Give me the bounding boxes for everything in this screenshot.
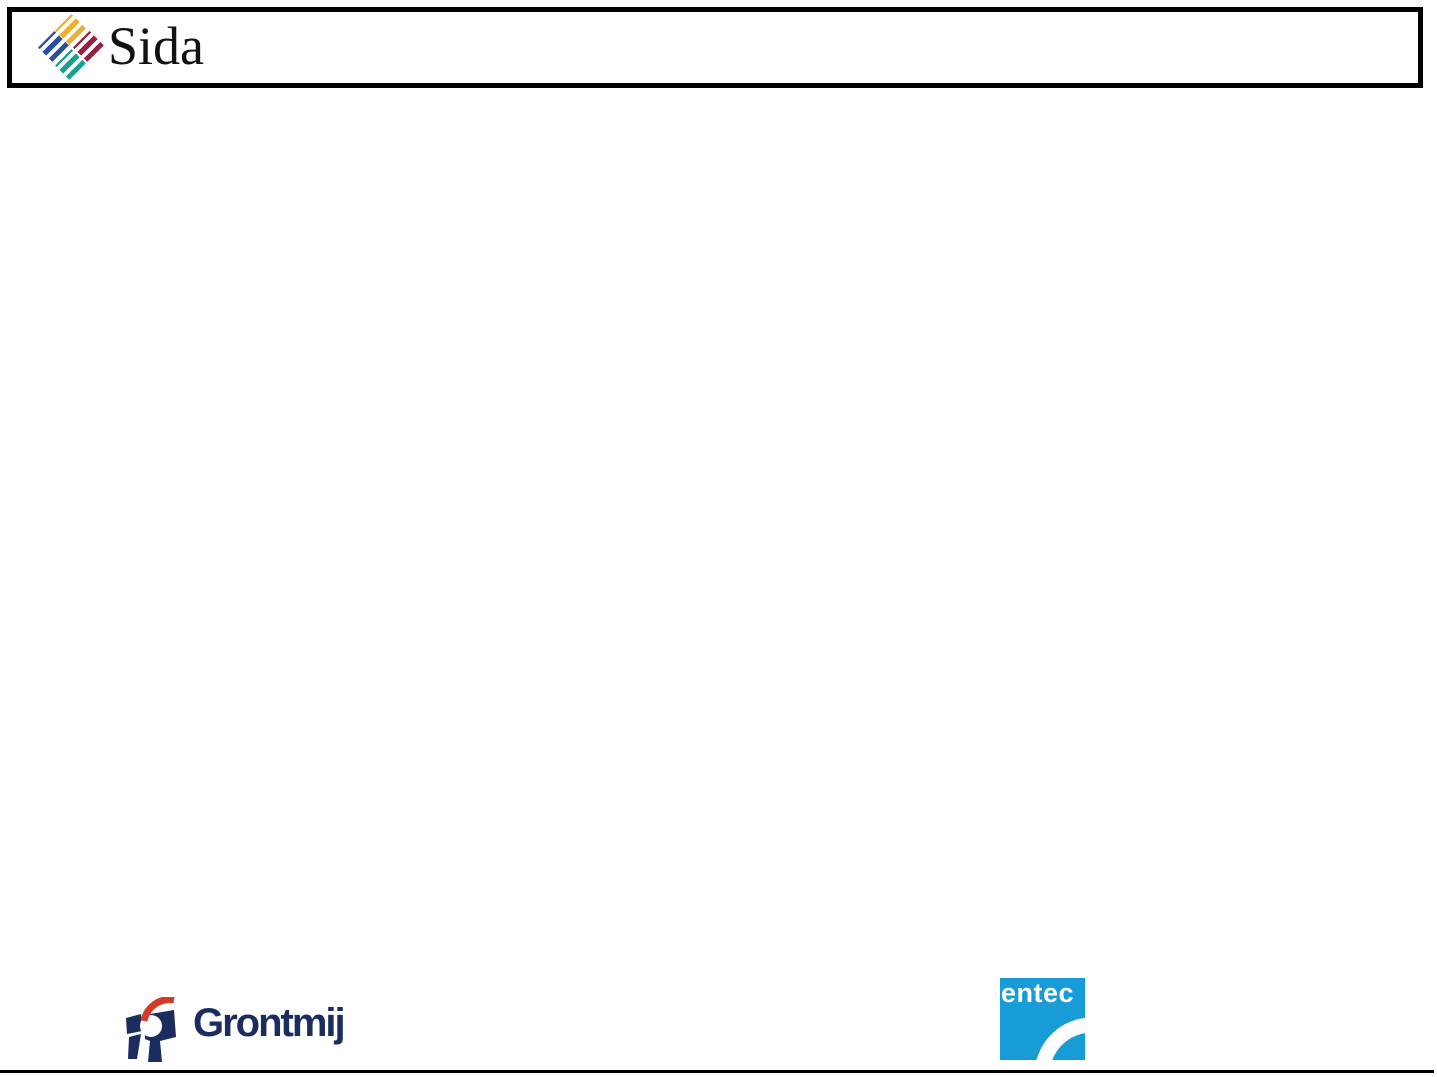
sida-diamond-icon	[38, 14, 106, 82]
entec-arc-icon	[1036, 1017, 1085, 1060]
grontmij-logo: Grontmij	[124, 997, 346, 1065]
header-border-box: Sida	[7, 7, 1423, 88]
grontmij-wordmark: Grontmij	[193, 1001, 346, 1045]
sida-wordmark: Sida	[108, 16, 205, 76]
bottom-rule	[0, 1070, 1434, 1073]
grontmij-figure-icon	[126, 997, 176, 1062]
sida-logo: Sida	[12, 12, 252, 83]
entec-logo: entec	[1000, 978, 1085, 1060]
entec-wordmark: entec	[1001, 978, 1075, 1008]
